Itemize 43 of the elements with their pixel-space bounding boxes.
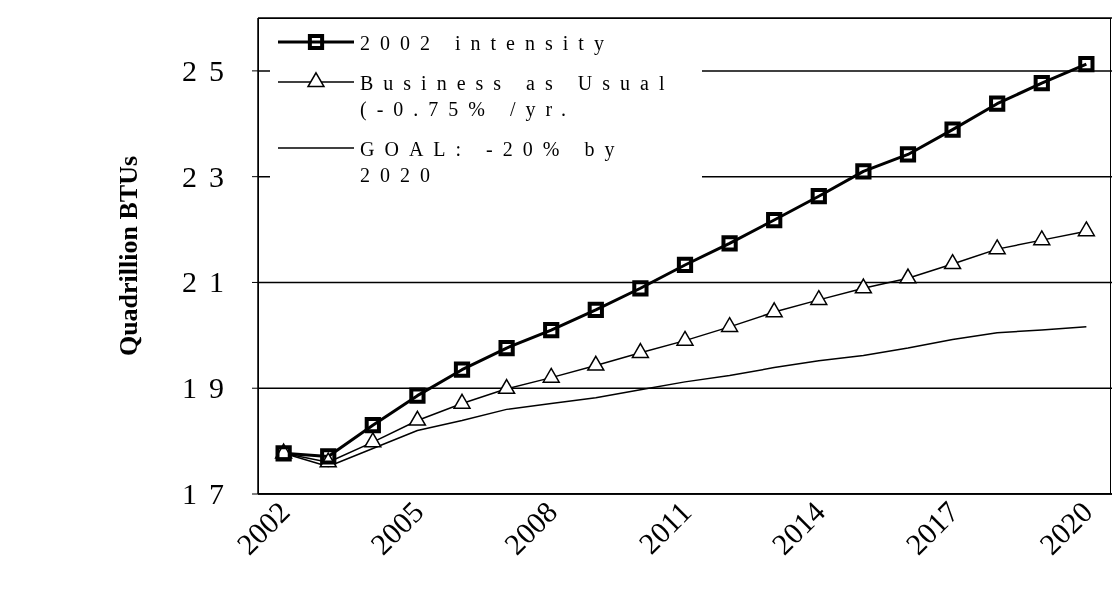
point bbox=[1077, 221, 1096, 237]
point bbox=[810, 289, 828, 306]
point bbox=[855, 163, 872, 180]
x-tick-label: 2011 bbox=[632, 494, 698, 560]
point bbox=[497, 378, 516, 395]
point bbox=[409, 387, 426, 404]
point bbox=[721, 235, 738, 252]
point bbox=[720, 316, 739, 333]
point bbox=[408, 410, 427, 426]
y-tick-label: 23 bbox=[182, 159, 236, 193]
point bbox=[543, 321, 560, 339]
point bbox=[364, 432, 382, 448]
point bbox=[676, 256, 694, 274]
legend-label: GOAL: -20% by 2020 bbox=[360, 137, 626, 188]
point bbox=[542, 367, 560, 383]
point bbox=[676, 330, 694, 346]
point bbox=[766, 211, 783, 229]
point bbox=[989, 95, 1006, 112]
point bbox=[453, 361, 471, 378]
point bbox=[810, 188, 827, 205]
point bbox=[498, 339, 515, 357]
y-tick-label: 25 bbox=[182, 53, 236, 87]
point bbox=[944, 121, 961, 138]
point bbox=[587, 355, 605, 371]
point bbox=[1033, 74, 1050, 92]
point bbox=[587, 301, 604, 319]
point bbox=[453, 393, 471, 409]
y-tick-label: 21 bbox=[182, 265, 236, 299]
point bbox=[899, 146, 917, 163]
y-tick-label: 19 bbox=[182, 371, 236, 405]
point bbox=[632, 280, 649, 297]
y-axis-title: Quadrillion BTUs bbox=[114, 155, 144, 357]
point bbox=[943, 253, 962, 270]
point bbox=[854, 278, 873, 294]
point bbox=[631, 342, 650, 359]
point bbox=[899, 268, 917, 284]
point bbox=[765, 302, 783, 318]
legend-label: 2002 intensity bbox=[360, 31, 614, 56]
y-tick-label: 17 bbox=[182, 477, 236, 510]
legend-label: Business as Usual (-0.75% /yr. bbox=[360, 71, 676, 122]
point bbox=[988, 239, 1006, 255]
point bbox=[1033, 230, 1051, 246]
point bbox=[1078, 55, 1095, 73]
